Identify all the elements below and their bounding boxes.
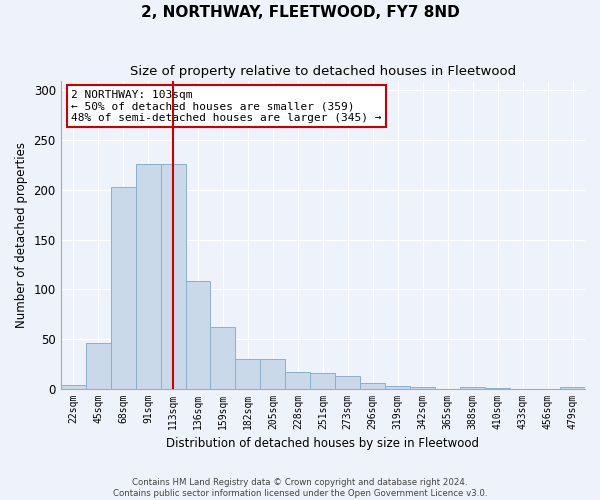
Bar [260, 358, 286, 388]
Bar [211, 327, 235, 388]
Bar [385, 386, 410, 388]
X-axis label: Distribution of detached houses by size in Fleetwood: Distribution of detached houses by size … [166, 437, 479, 450]
Bar [161, 164, 185, 388]
Bar [86, 343, 110, 388]
Bar [360, 382, 385, 388]
Bar [110, 187, 136, 388]
Bar [136, 164, 161, 388]
Bar [560, 386, 585, 388]
Title: Size of property relative to detached houses in Fleetwood: Size of property relative to detached ho… [130, 65, 516, 78]
Bar [185, 282, 211, 389]
Text: 2, NORTHWAY, FLEETWOOD, FY7 8ND: 2, NORTHWAY, FLEETWOOD, FY7 8ND [140, 5, 460, 20]
Bar [335, 376, 360, 388]
Bar [286, 372, 310, 388]
Bar [61, 384, 86, 388]
Bar [235, 358, 260, 388]
Bar [460, 386, 485, 388]
Y-axis label: Number of detached properties: Number of detached properties [15, 142, 28, 328]
Bar [310, 372, 335, 388]
Text: Contains HM Land Registry data © Crown copyright and database right 2024.
Contai: Contains HM Land Registry data © Crown c… [113, 478, 487, 498]
Text: 2 NORTHWAY: 103sqm
← 50% of detached houses are smaller (359)
48% of semi-detach: 2 NORTHWAY: 103sqm ← 50% of detached hou… [71, 90, 382, 123]
Bar [410, 386, 435, 388]
